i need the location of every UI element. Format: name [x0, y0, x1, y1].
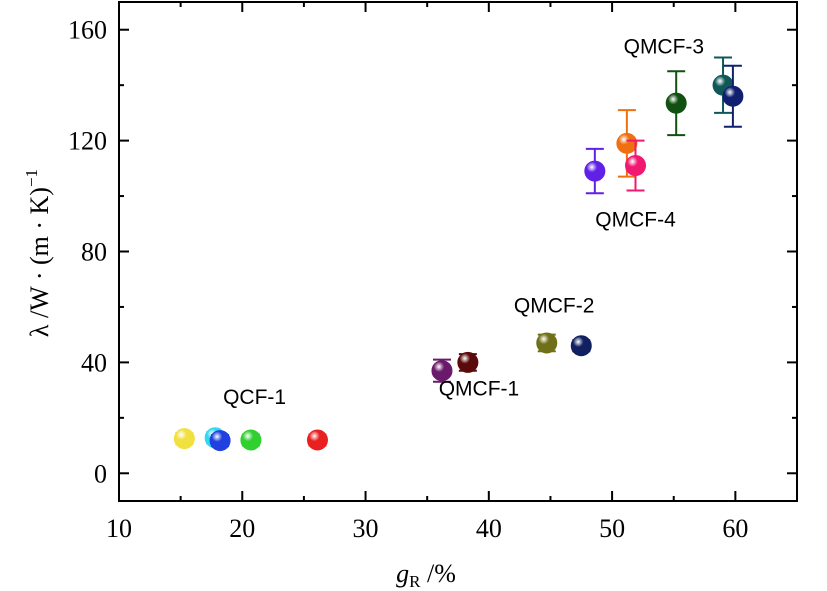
y-tick-label: 80: [81, 238, 107, 267]
series-annotation: QMCF-4: [595, 209, 676, 232]
x-tick-label: 10: [106, 514, 132, 543]
x-tick-label: 40: [476, 514, 502, 543]
point-marker: [457, 351, 479, 373]
x-tick-label: 60: [722, 514, 748, 543]
point-marker: [570, 335, 592, 357]
series-annotation: QMCF-1: [439, 378, 520, 401]
data-point: [457, 351, 479, 373]
tick-labels: 10 20 30 40 50 60 0 40 80 120 160: [68, 16, 748, 543]
data-point: [536, 332, 558, 354]
series-annotation: QCF-1: [223, 386, 286, 409]
point-marker: [240, 429, 262, 451]
data-point: [570, 335, 592, 357]
point-marker: [209, 430, 231, 452]
point-marker: [536, 332, 558, 354]
point-marker: [431, 360, 453, 382]
series-annotation: QMCF-3: [624, 35, 705, 58]
point-marker: [665, 92, 687, 114]
data-point: [584, 147, 606, 195]
data-point: [625, 139, 647, 192]
data-point: [306, 429, 328, 451]
point-marker: [306, 429, 328, 451]
data-point: [431, 358, 453, 383]
point-marker: [173, 428, 195, 450]
x-tick-label: 30: [353, 514, 379, 543]
data-point: [616, 109, 638, 178]
point-marker: [616, 132, 638, 154]
x-tick-label: 20: [229, 514, 255, 543]
annotations: QCF-1 QMCF-1 QMCF-2 QMCF-3 QMCF-4: [223, 35, 704, 409]
y-tick-label: 160: [68, 16, 107, 45]
point-marker: [625, 155, 647, 177]
data-point: [240, 429, 262, 451]
data-point: [665, 70, 687, 137]
data-point: [722, 64, 744, 128]
y-tick-label: 120: [68, 127, 107, 156]
y-tick-label: 40: [81, 348, 107, 377]
x-axis-title: gR /%: [396, 559, 456, 591]
data-point: [173, 428, 195, 450]
y-axis-title: λ /W · (m · K)−1: [22, 169, 54, 337]
plot-frame: [118, 1, 798, 502]
series-annotation: QMCF-2: [514, 294, 595, 317]
x-tick-label: 50: [599, 514, 625, 543]
data-point: [209, 430, 231, 452]
data-points: [173, 56, 744, 452]
point-marker: [722, 85, 744, 107]
axis-ticks: [118, 2, 797, 501]
point-marker: [584, 160, 606, 182]
y-tick-label: 0: [94, 459, 107, 488]
